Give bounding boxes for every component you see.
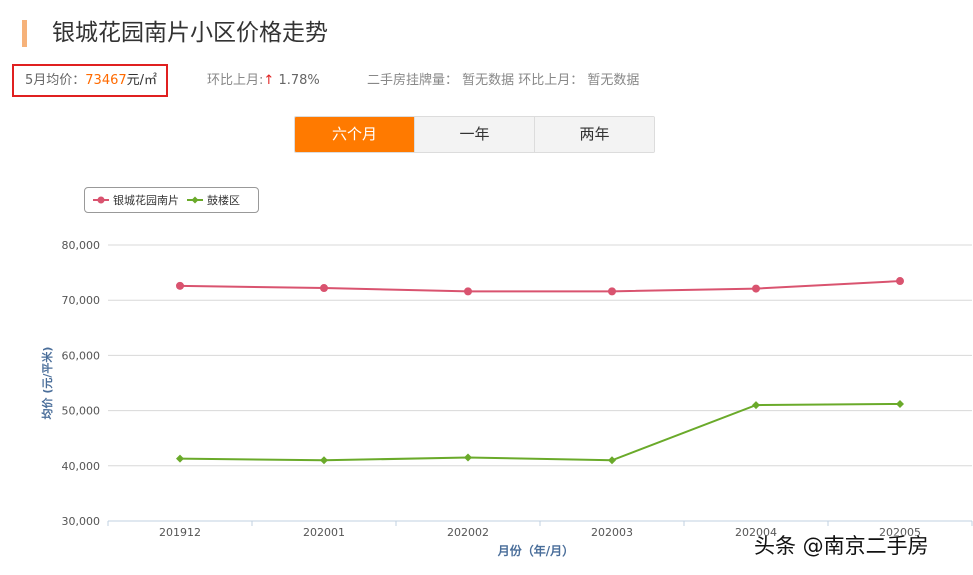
tab-two-years[interactable]: 两年 [534,117,654,152]
data-point-series-2 [176,454,184,463]
y-tick-label: 80,000 [62,239,101,252]
legend-item-series-2[interactable]: 鼓楼区 [187,192,240,208]
mom-change: 环比上月:↑ 1.78% [207,72,320,90]
watermark: 头条 @南京二手房 [754,534,929,558]
avg-price-unit: 元/㎡ [126,73,158,88]
data-point-series-2 [608,456,616,465]
y-axis-title: 均价 (元/平米) [40,347,54,420]
legend-marker-diamond-icon [187,196,203,204]
x-tick-label: 202005 [879,526,921,539]
avg-price-label: 5月均价： [25,73,86,88]
avg-price-value: 73467 [85,73,127,88]
y-tick-label: 50,000 [62,405,101,418]
legend-item-series-1[interactable]: 银城花园南片 [93,192,179,208]
up-arrow-icon: ↑ [263,73,275,88]
mom-value: 1.78% [278,73,320,88]
data-point-series-1 [608,287,616,296]
y-tick-label: 70,000 [62,294,101,307]
data-point-series-1 [752,284,760,293]
tab-one-year[interactable]: 一年 [414,117,534,152]
highlight-box [12,64,168,97]
x-tick-label: 202001 [303,526,345,539]
y-tick-label: 60,000 [62,349,101,362]
legend-label-series-1: 银城花园南片 [113,194,179,207]
series-line-1 [179,280,901,293]
avg-price: 5月均价：73467元/㎡ [25,72,157,90]
tab-six-months[interactable]: 六个月 [295,117,414,152]
x-axis-title: 月份（年/月） [497,543,574,558]
legend-marker-circle-icon [93,196,109,204]
data-point-series-1 [896,277,904,286]
chart-legend: 银城花园南片 鼓楼区 [84,187,259,213]
data-point-series-2 [752,401,760,410]
data-point-series-2 [320,456,328,465]
mom-label: 环比上月: [207,73,264,88]
period-tabs: 六个月 一年 两年 [294,116,655,153]
series-line-2 [179,402,901,462]
page-title: 银城花园南片小区价格走势 [52,20,328,46]
data-point-series-1 [464,287,472,296]
x-tick-label: 202002 [447,526,489,539]
data-point-series-2 [464,453,472,462]
y-tick-label: 30,000 [62,515,101,528]
x-tick-label: 202004 [735,526,777,539]
x-tick-label: 201912 [159,526,201,539]
title-accent-bar [22,20,27,47]
data-point-series-2 [896,399,904,408]
data-point-series-1 [176,281,184,290]
legend-label-series-2: 鼓楼区 [207,194,240,207]
y-tick-label: 40,000 [62,460,101,473]
x-tick-label: 202003 [591,526,633,539]
listing-info: 二手房挂牌量： 暂无数据 环比上月： 暂无数据 [367,73,640,88]
data-point-series-1 [320,284,328,293]
